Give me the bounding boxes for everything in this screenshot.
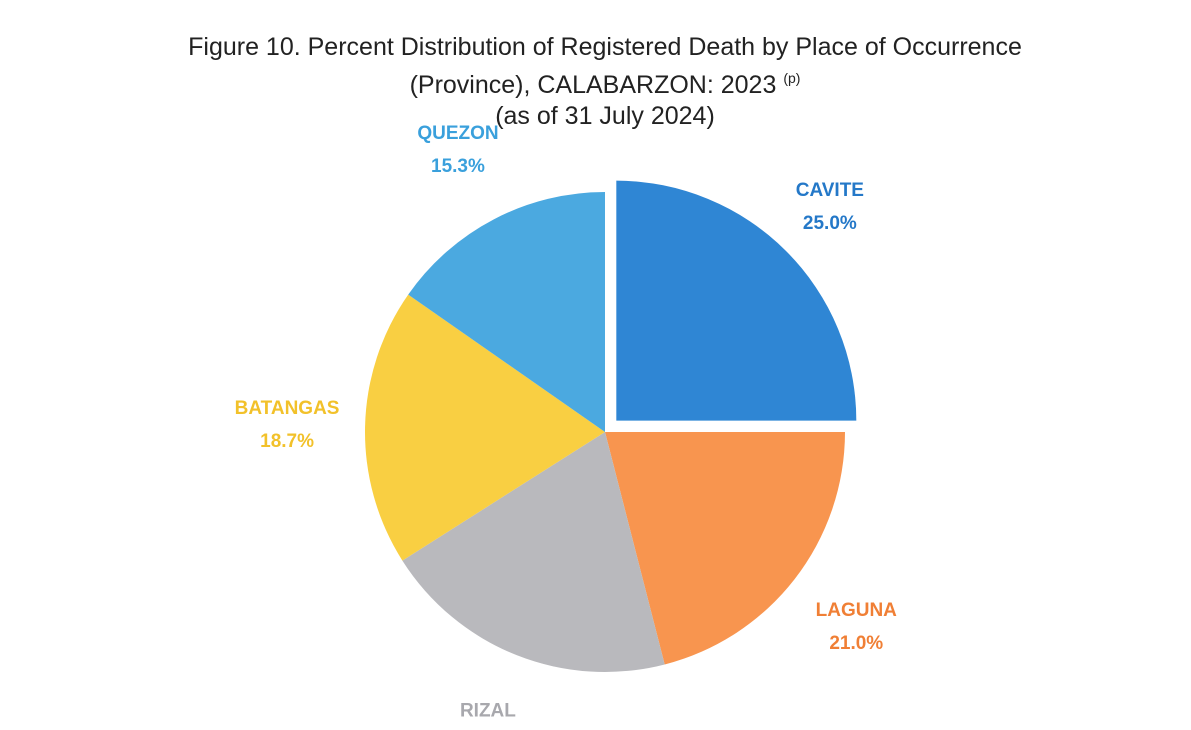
slice-value-label: 25.0% <box>803 213 857 234</box>
pie-slice <box>616 180 857 421</box>
pie-slice <box>408 192 605 432</box>
slice-category-label: LAGUNA <box>816 600 898 621</box>
chart-title-block: Figure 10. Percent Distribution of Regis… <box>145 32 1065 132</box>
slice-value-label: 21.0% <box>829 633 883 654</box>
slice-value-label: 15.3% <box>431 156 485 177</box>
chart-subtitle: (as of 31 July 2024) <box>495 102 715 130</box>
slice-value-label: 18.7% <box>260 431 314 452</box>
pie-slice <box>605 432 845 665</box>
slice-category-label: BATANGAS <box>235 398 340 419</box>
title-superscript: (p) <box>783 70 801 86</box>
slice-category-label: RIZAL <box>460 701 516 722</box>
chart-title: Figure 10. Percent Distribution of Regis… <box>188 33 1022 99</box>
slice-category-label: QUEZON <box>417 123 498 144</box>
pie-slice <box>365 294 605 561</box>
pie-slice <box>402 432 665 673</box>
slice-category-label: CAVITE <box>796 180 864 201</box>
